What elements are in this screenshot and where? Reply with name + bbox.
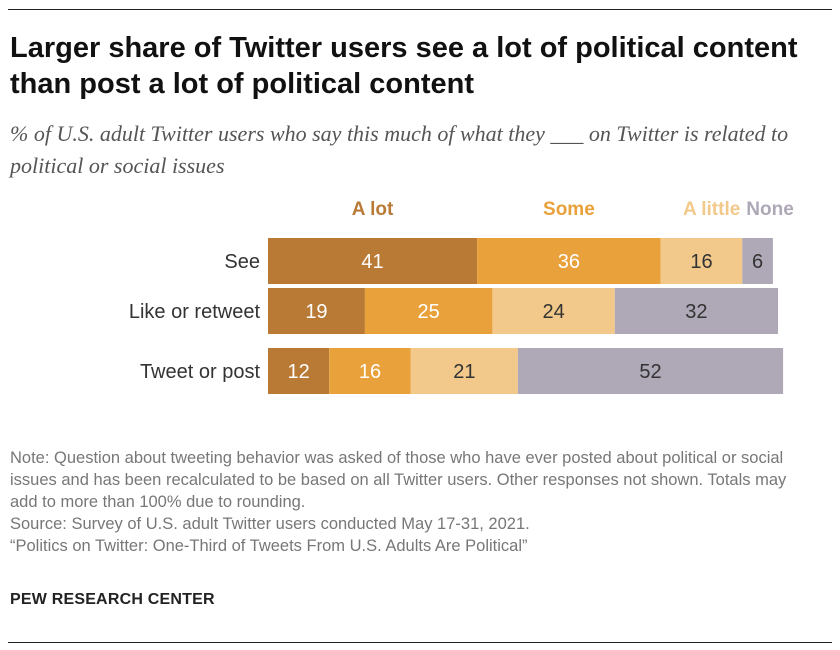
category-label: Like or retweet: [129, 301, 261, 323]
report-title-text: “Politics on Twitter: One-Third of Tweet…: [10, 537, 528, 555]
bar-segment: [268, 288, 365, 334]
bar-value-label: 24: [542, 301, 564, 323]
legend-label-2: A little: [683, 199, 740, 220]
bar-segment: [329, 348, 411, 394]
bar-segment: [364, 288, 493, 334]
bar-segment: [268, 348, 330, 394]
bar-value-label: 16: [359, 361, 381, 383]
stacked-bar-chart: A lot Some A little None See 41 36 16 6 Like or r…: [129, 199, 794, 394]
brand-name: PEW RESEARCH CENTER: [10, 591, 215, 608]
top-rule: [8, 9, 832, 10]
bar-segment: [517, 348, 784, 394]
bar-value-label: 32: [685, 301, 707, 323]
bar-segment: [410, 348, 518, 394]
bar-value-label: 6: [752, 251, 763, 273]
bottom-rule: [8, 642, 832, 643]
chart-title: Larger share of Twitter users see a lot …: [10, 32, 798, 100]
legend-label-1: Some: [543, 199, 595, 220]
bar-value-label: 19: [305, 301, 327, 323]
bar-value-label: 52: [639, 361, 661, 383]
bar-segment: [660, 238, 743, 284]
category-label: Tweet or post: [140, 361, 261, 383]
bar-segment: [742, 238, 773, 284]
legend-label-3: None: [746, 199, 794, 220]
bar-value-label: 25: [418, 301, 440, 323]
bar-value-label: 21: [453, 361, 475, 383]
bar-value-label: 41: [361, 251, 383, 273]
bar-value-label: 16: [690, 251, 712, 273]
chart-notes: Note: Question about tweeting behavior w…: [10, 447, 810, 557]
bar-value-label: 36: [558, 251, 580, 273]
bar-value-label: 12: [287, 361, 309, 383]
source-text: Source: Survey of U.S. adult Twitter use…: [10, 515, 530, 533]
legend-label-0: A lot: [352, 199, 394, 220]
category-label: See: [224, 251, 260, 273]
chart-subtitle: % of U.S. adult Twitter users who say th…: [10, 121, 789, 178]
bar-segment: [492, 288, 615, 334]
note-text: Note: Question about tweeting behavior w…: [10, 449, 787, 511]
bar-segment: [477, 238, 661, 284]
bar-segment: [268, 238, 478, 284]
bar-segment: [614, 288, 778, 334]
